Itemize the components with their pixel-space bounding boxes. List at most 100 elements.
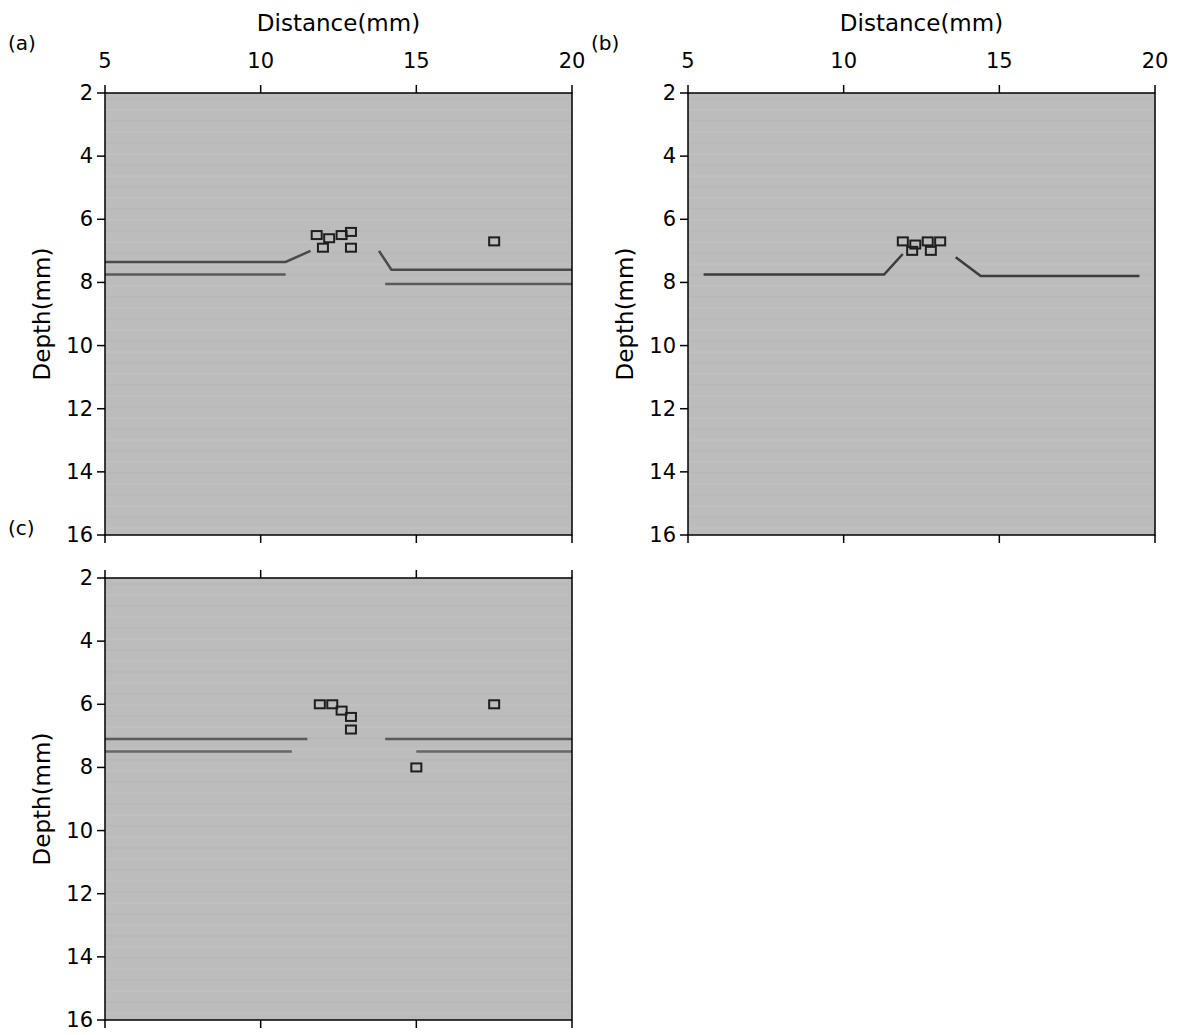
texture bbox=[688, 286, 1155, 287]
texture bbox=[688, 330, 1155, 331]
reflector-line bbox=[105, 251, 572, 270]
texture bbox=[688, 407, 1155, 408]
x-tick bbox=[1154, 85, 1156, 93]
texture bbox=[688, 209, 1155, 210]
y-tick-label: 2 bbox=[80, 566, 93, 590]
y-tick-label: 10 bbox=[66, 819, 93, 843]
texture bbox=[105, 595, 572, 596]
texture bbox=[105, 165, 572, 166]
y-tick-label: 8 bbox=[80, 755, 93, 779]
texture bbox=[688, 132, 1155, 133]
defect-spot bbox=[935, 237, 945, 245]
texture bbox=[105, 848, 572, 849]
x-tick bbox=[999, 85, 1001, 93]
y-tick-label: 4 bbox=[80, 629, 93, 653]
texture bbox=[105, 639, 572, 640]
texture bbox=[688, 242, 1155, 243]
texture bbox=[105, 606, 572, 607]
texture bbox=[688, 121, 1155, 122]
texture bbox=[688, 231, 1155, 232]
y-tick bbox=[97, 471, 105, 473]
texture bbox=[688, 528, 1155, 529]
defect-spot bbox=[898, 237, 908, 245]
y-tick bbox=[97, 640, 105, 642]
y-tick-label: 16 bbox=[649, 523, 676, 547]
texture bbox=[105, 749, 572, 750]
y-tick bbox=[97, 956, 105, 958]
texture bbox=[105, 110, 572, 111]
texture bbox=[105, 264, 572, 265]
texture bbox=[688, 220, 1155, 221]
x-tick bbox=[687, 85, 689, 93]
defect-spot bbox=[907, 247, 917, 255]
defect-spot bbox=[315, 700, 325, 708]
defect-spot bbox=[411, 763, 421, 771]
texture bbox=[688, 473, 1155, 474]
texture bbox=[688, 495, 1155, 496]
y-tick bbox=[680, 92, 688, 94]
texture bbox=[688, 110, 1155, 111]
y-tick bbox=[680, 155, 688, 157]
y-tick bbox=[97, 155, 105, 157]
y-tick bbox=[97, 767, 105, 769]
texture bbox=[688, 308, 1155, 309]
texture bbox=[105, 341, 572, 342]
texture bbox=[105, 121, 572, 122]
x-tick bbox=[260, 1020, 262, 1028]
texture bbox=[688, 363, 1155, 364]
texture bbox=[105, 716, 572, 717]
frame bbox=[688, 93, 1155, 535]
texture bbox=[105, 1002, 572, 1003]
plot-area bbox=[105, 228, 572, 284]
texture bbox=[105, 517, 572, 518]
y-tick-label: 12 bbox=[66, 882, 93, 906]
x-tick bbox=[571, 85, 573, 93]
x-tick bbox=[104, 570, 106, 578]
defect-spot bbox=[346, 726, 356, 734]
texture bbox=[105, 617, 572, 618]
texture bbox=[688, 396, 1155, 397]
texture bbox=[105, 209, 572, 210]
texture bbox=[105, 837, 572, 838]
x-tick bbox=[843, 85, 845, 93]
texture bbox=[105, 407, 572, 408]
defect-spot bbox=[926, 247, 936, 255]
texture bbox=[105, 473, 572, 474]
x-tick-label: 20 bbox=[559, 49, 586, 73]
texture bbox=[688, 143, 1155, 144]
texture bbox=[105, 892, 572, 893]
texture bbox=[105, 870, 572, 871]
y-tick-label: 6 bbox=[80, 207, 93, 231]
texture bbox=[688, 484, 1155, 485]
texture bbox=[105, 804, 572, 805]
texture bbox=[688, 297, 1155, 298]
texture bbox=[105, 793, 572, 794]
y-tick bbox=[97, 534, 105, 536]
texture bbox=[105, 738, 572, 739]
defect-spot bbox=[346, 228, 356, 236]
texture bbox=[688, 352, 1155, 353]
texture bbox=[105, 451, 572, 452]
x-tick bbox=[416, 85, 418, 93]
y-tick bbox=[680, 534, 688, 536]
y-tick-label: 6 bbox=[663, 207, 676, 231]
y-axis-title: Depth(mm) bbox=[29, 733, 55, 866]
texture bbox=[105, 429, 572, 430]
x-tick bbox=[260, 85, 262, 93]
texture bbox=[105, 484, 572, 485]
texture bbox=[105, 628, 572, 629]
texture bbox=[105, 187, 572, 188]
defect-spot bbox=[346, 244, 356, 252]
x-tick bbox=[1154, 535, 1156, 543]
texture bbox=[105, 903, 572, 904]
texture bbox=[105, 683, 572, 684]
image-ground bbox=[688, 93, 1155, 535]
y-tick-label: 12 bbox=[649, 397, 676, 421]
texture bbox=[688, 506, 1155, 507]
x-tick bbox=[416, 535, 418, 543]
texture bbox=[105, 99, 572, 100]
texture bbox=[105, 253, 572, 254]
texture bbox=[105, 672, 572, 673]
x-tick bbox=[104, 535, 106, 543]
y-tick bbox=[680, 471, 688, 473]
